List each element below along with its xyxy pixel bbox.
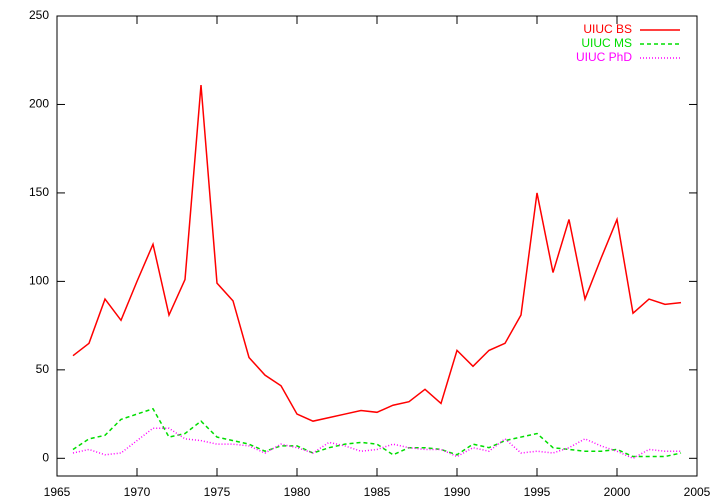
x-tick-label: 1985 bbox=[364, 485, 391, 499]
y-tick-label: 150 bbox=[29, 185, 49, 199]
legend-label: UIUC MS bbox=[581, 36, 632, 50]
y-tick-label: 100 bbox=[29, 274, 49, 288]
series-line bbox=[72, 427, 681, 460]
y-tick-label: 250 bbox=[29, 8, 49, 22]
x-tick-label: 1990 bbox=[444, 485, 471, 499]
y-tick-label: 200 bbox=[29, 97, 49, 111]
y-tick-label: 0 bbox=[42, 450, 49, 464]
x-tick-label: 1980 bbox=[284, 485, 311, 499]
x-tick-label: 1975 bbox=[204, 485, 231, 499]
legend-label: UIUC PhD bbox=[576, 50, 632, 64]
y-tick-label: 50 bbox=[36, 362, 50, 376]
x-tick-label: 1995 bbox=[524, 485, 551, 499]
x-tick-label: 2005 bbox=[684, 485, 711, 499]
series-line bbox=[72, 84, 682, 422]
series-line bbox=[72, 407, 682, 458]
legend-label: UIUC BS bbox=[583, 22, 632, 36]
x-tick-label: 1970 bbox=[124, 485, 151, 499]
x-tick-label: 2000 bbox=[604, 485, 631, 499]
x-tick-label: 1965 bbox=[44, 485, 71, 499]
